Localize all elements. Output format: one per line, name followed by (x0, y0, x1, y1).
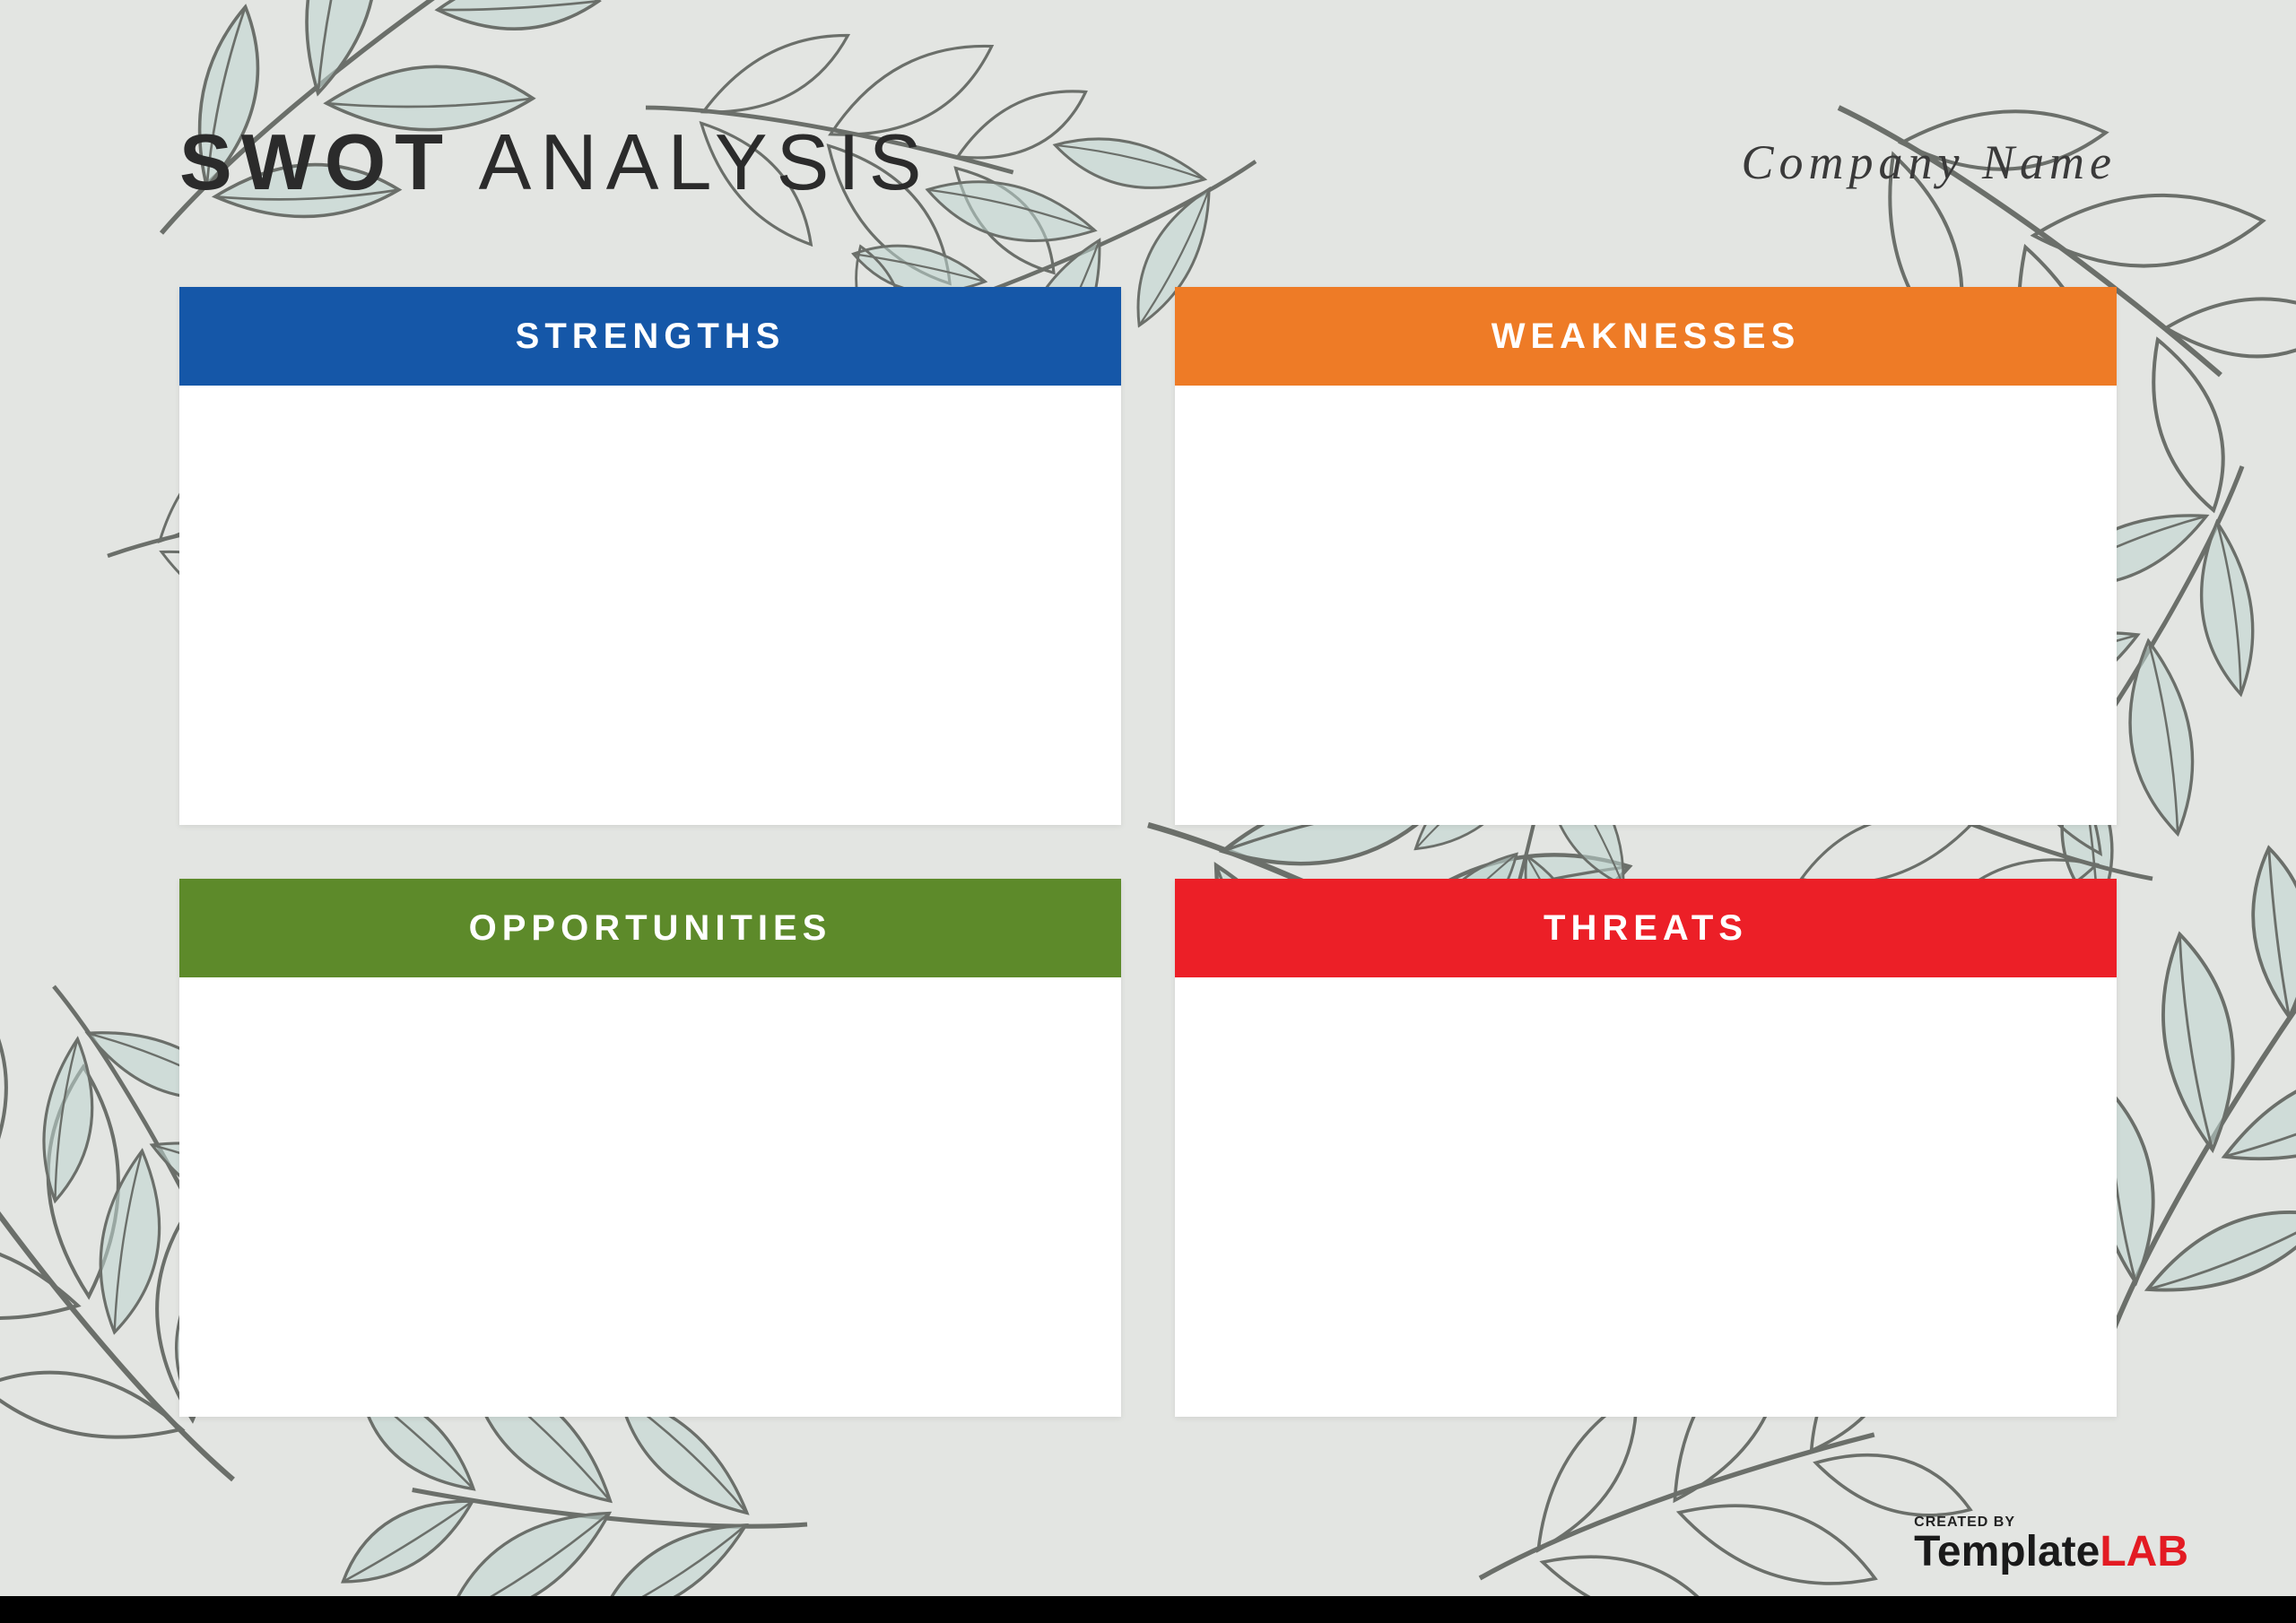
card-body-threats[interactable] (1175, 977, 2117, 1417)
swot-template-page: SWOT ANALYSIS Company Name STRENGTHS WEA… (0, 0, 2296, 1623)
page-title: SWOT ANALYSIS (179, 117, 930, 208)
card-header-opportunities: OPPORTUNITIES (179, 879, 1121, 977)
footer-bar (0, 1596, 2296, 1623)
swot-grid: STRENGTHS WEAKNESSES OPPORTUNITIES THREA… (179, 287, 2117, 1417)
header-row: SWOT ANALYSIS Company Name (179, 117, 2117, 208)
card-header-weaknesses: WEAKNESSES (1175, 287, 2117, 386)
card-opportunities: OPPORTUNITIES (179, 879, 1121, 1417)
title-bold: SWOT (179, 117, 452, 206)
credit-brand-suffix: LAB (2100, 1528, 2188, 1575)
credit-brand-prefix: Template (1914, 1528, 2100, 1575)
card-body-opportunities[interactable] (179, 977, 1121, 1417)
company-name-placeholder[interactable]: Company Name (1742, 135, 2117, 190)
card-header-threats: THREATS (1175, 879, 2117, 977)
card-header-strengths: STRENGTHS (179, 287, 1121, 386)
card-body-strengths[interactable] (179, 386, 1121, 825)
credit-block: CREATED BY TemplateLAB (1914, 1515, 2188, 1574)
credit-brand: TemplateLAB (1914, 1531, 2188, 1574)
title-light: ANALYSIS (479, 117, 931, 206)
card-weaknesses: WEAKNESSES (1175, 287, 2117, 825)
card-strengths: STRENGTHS (179, 287, 1121, 825)
card-threats: THREATS (1175, 879, 2117, 1417)
card-body-weaknesses[interactable] (1175, 386, 2117, 825)
